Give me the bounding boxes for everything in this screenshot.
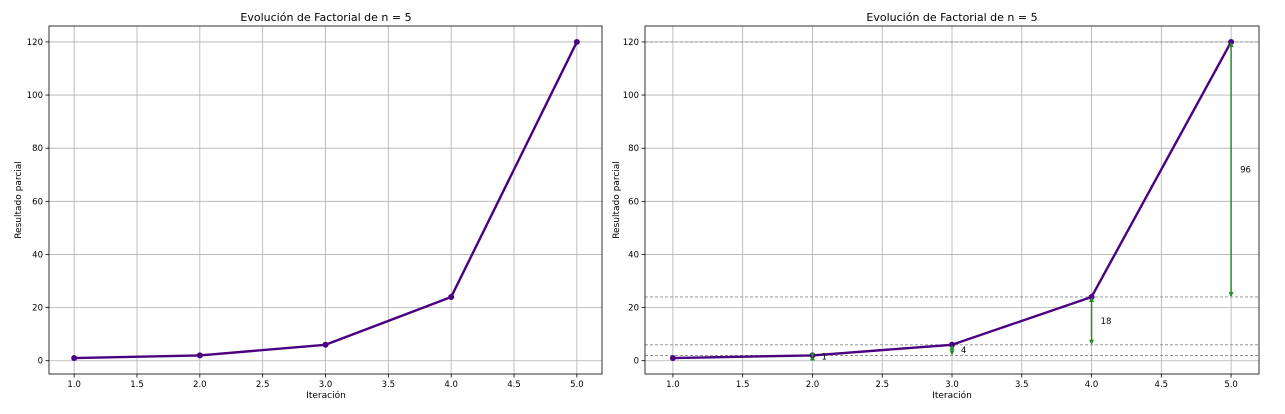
y-tick-label: 20 <box>628 304 639 314</box>
y-tick-label: 0 <box>38 357 43 367</box>
y-tick-label: 120 <box>27 38 43 48</box>
y-axis-label: Resultado parcial <box>14 161 24 239</box>
x-tick-label: 3.5 <box>1015 380 1029 390</box>
x-axis-label: Iteración <box>932 390 972 401</box>
x-tick-label: 4.0 <box>444 380 458 390</box>
chart-left: Evolución de Factorial de n = 5 1.0 1.5 2.… <box>14 11 603 401</box>
axis-ticks: 1.0 1.5 2.0 2.5 3.0 3.5 4.0 4.5 5.0 0 20 40 60 80 100 1… <box>27 38 584 390</box>
x-tick-label: 2.0 <box>193 380 207 390</box>
x-tick-label: 1.0 <box>666 380 680 390</box>
data-point <box>669 355 676 362</box>
y-tick-label: 120 <box>623 38 639 48</box>
x-tick-label: 4.0 <box>1085 380 1099 390</box>
data-point <box>322 341 329 348</box>
arrow-head-down <box>1089 339 1095 345</box>
y-axis-label: Resultado parcial <box>612 161 622 239</box>
arrow-label: 18 <box>1101 317 1112 327</box>
x-tick-label: 4.5 <box>1155 380 1169 390</box>
chart-title: Evolución de Factorial de n = 5 <box>866 11 1037 24</box>
x-tick-label: 1.5 <box>736 380 750 390</box>
data-point <box>196 352 203 359</box>
arrow-head-down <box>1228 291 1234 297</box>
y-tick-label: 40 <box>628 250 639 260</box>
y-tick-label: 60 <box>628 197 639 207</box>
arrow-head-up <box>1089 296 1095 302</box>
x-tick-label: 3.5 <box>382 380 396 390</box>
arrow-label: 4 <box>961 346 966 356</box>
x-tick-label: 1.0 <box>67 380 81 390</box>
arrow-label: 1 <box>821 353 826 363</box>
y-tick-label: 100 <box>623 91 639 101</box>
data-point <box>573 38 580 45</box>
axis-ticks: 1.0 1.5 2.0 2.5 3.0 3.5 4.0 4.5 5.0 0 20 40 60 80 100 1… <box>623 38 1238 390</box>
difference-arrows: 1 4 18 96 <box>809 41 1251 363</box>
x-tick-label: 2.0 <box>806 380 820 390</box>
x-tick-label: 3.0 <box>319 380 333 390</box>
y-tick-label: 40 <box>32 250 43 260</box>
x-tick-label: 3.0 <box>945 380 959 390</box>
grid <box>49 26 602 374</box>
x-tick-label: 1.5 <box>130 380 144 390</box>
y-tick-label: 60 <box>32 197 43 207</box>
arrow-head-down <box>949 350 955 356</box>
chart-right: Evolución de Factorial de n = 5 1.0 1.5 2.… <box>612 11 1260 401</box>
x-tick-label: 5.0 <box>1224 380 1238 390</box>
x-tick-label: 4.5 <box>507 380 521 390</box>
data-point <box>448 293 455 300</box>
grid <box>645 26 1259 374</box>
y-tick-label: 80 <box>628 144 639 154</box>
x-tick-label: 2.5 <box>256 380 270 390</box>
y-tick-label: 0 <box>634 357 639 367</box>
arrow-label: 96 <box>1240 165 1251 175</box>
x-tick-label: 5.0 <box>570 380 584 390</box>
arrow-head-up <box>949 344 955 350</box>
arrow-head-up <box>1228 41 1234 47</box>
x-tick-label: 2.5 <box>875 380 889 390</box>
y-tick-label: 20 <box>32 304 43 314</box>
series-line <box>71 38 580 362</box>
data-point <box>71 355 78 362</box>
arrow-head-down <box>809 353 815 359</box>
chart-title: Evolución de Factorial de n = 5 <box>240 11 411 24</box>
y-tick-label: 80 <box>32 144 43 154</box>
y-tick-label: 100 <box>27 91 43 101</box>
x-axis-label: Iteración <box>306 390 346 401</box>
